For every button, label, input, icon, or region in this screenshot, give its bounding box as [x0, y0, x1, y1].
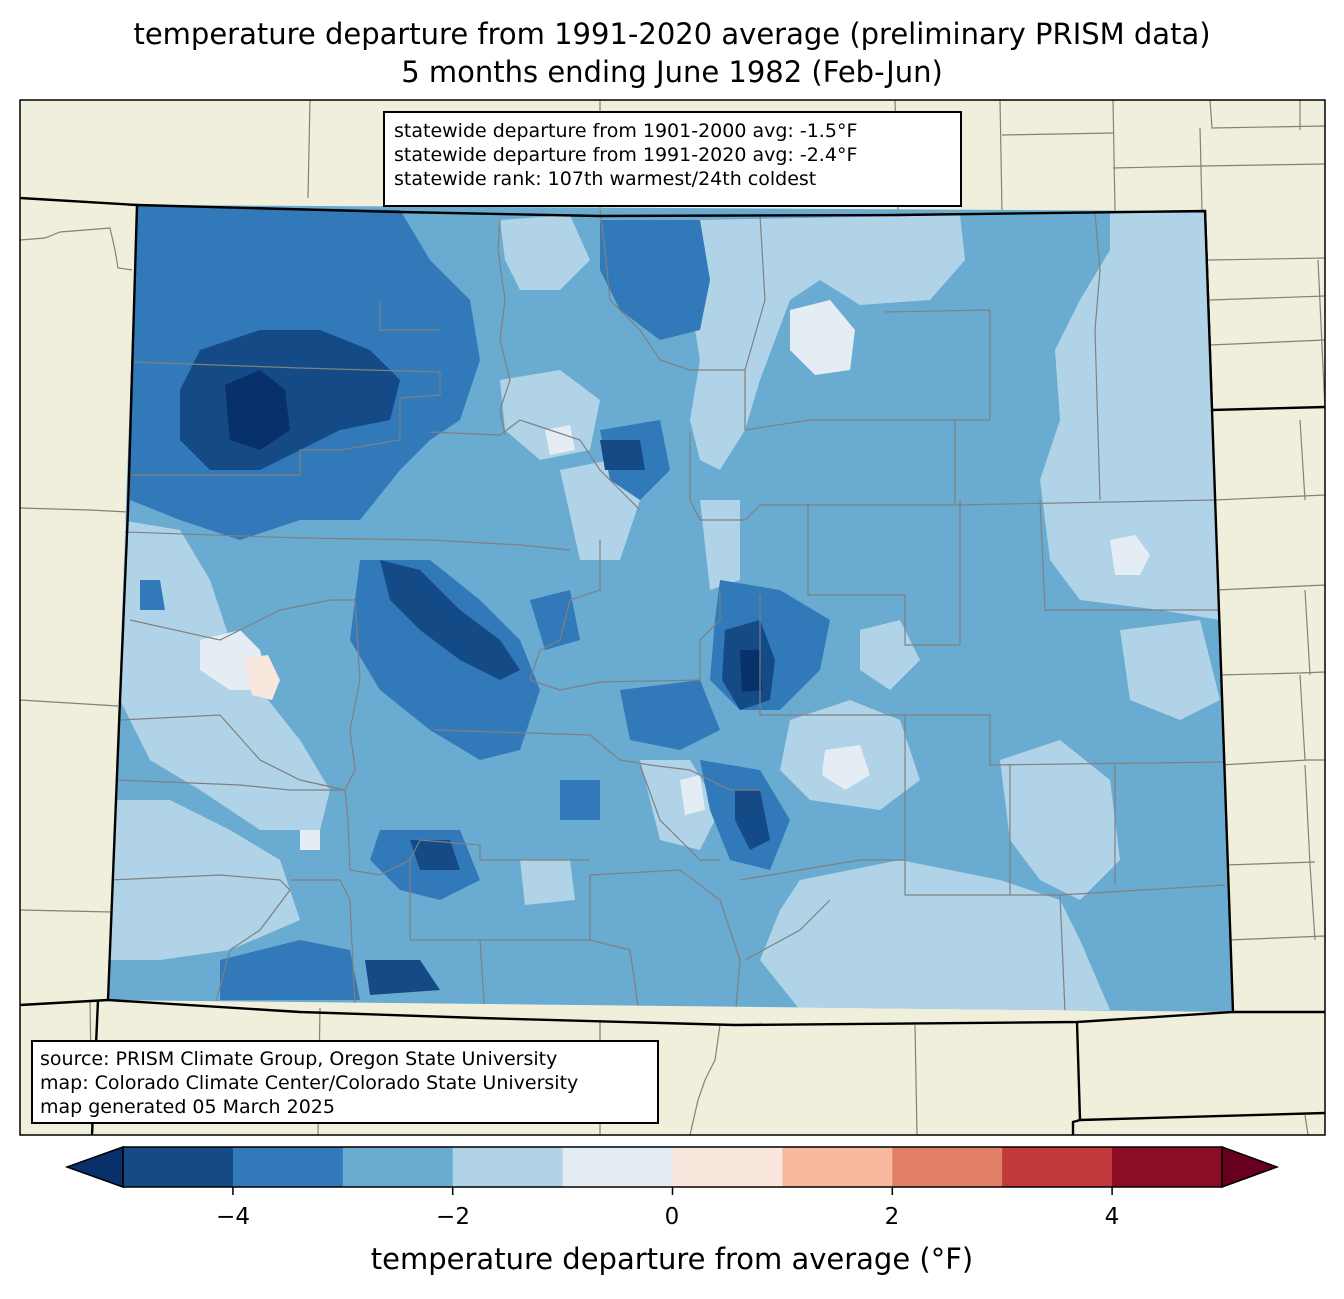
contours-below-minus5	[225, 370, 762, 692]
stats-rank: statewide rank: 107th warmest/24th colde…	[394, 168, 817, 190]
colorbar-tick-minus4: −4	[216, 1204, 250, 1230]
colorado-border	[106, 203, 1235, 1027]
colorado-county-lines	[109, 209, 1226, 1012]
map-subtitle: 5 months ending June 1982 (Feb-Jun)	[401, 55, 943, 89]
contours-0-to-1	[245, 655, 280, 700]
temperature-contours	[108, 205, 1233, 1012]
colorbar-tick-2: 2	[884, 1204, 900, 1230]
map-credit-line: map: Colorado Climate Center/Colorado St…	[40, 1072, 579, 1094]
map-title: temperature departure from 1991-2020 ave…	[133, 17, 1211, 51]
stats-departure-1991-2020: statewide departure from 1991-2020 avg: …	[394, 144, 858, 166]
map-frame	[19, 99, 1326, 1136]
contours-minus1-to-0	[200, 300, 1150, 850]
colorbar-tick-4: 4	[1104, 1204, 1120, 1230]
colorbar-tick-0: 0	[664, 1204, 680, 1230]
statewide-stats-box: statewide departure from 1901-2000 avg: …	[383, 111, 962, 207]
source-box: source: PRISM Climate Group, Oregon Stat…	[31, 1040, 659, 1124]
stats-departure-1901-2000: statewide departure from 1901-2000 avg: …	[394, 120, 858, 142]
map-generated-line: map generated 05 March 2025	[40, 1096, 335, 1118]
colorbar-label: temperature departure from average (°F)	[370, 1242, 974, 1276]
colorbar-tick-minus2: −2	[436, 1204, 470, 1230]
source-line: source: PRISM Climate Group, Oregon Stat…	[40, 1048, 558, 1070]
